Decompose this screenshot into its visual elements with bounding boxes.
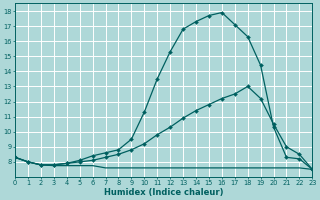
X-axis label: Humidex (Indice chaleur): Humidex (Indice chaleur) <box>104 188 223 197</box>
